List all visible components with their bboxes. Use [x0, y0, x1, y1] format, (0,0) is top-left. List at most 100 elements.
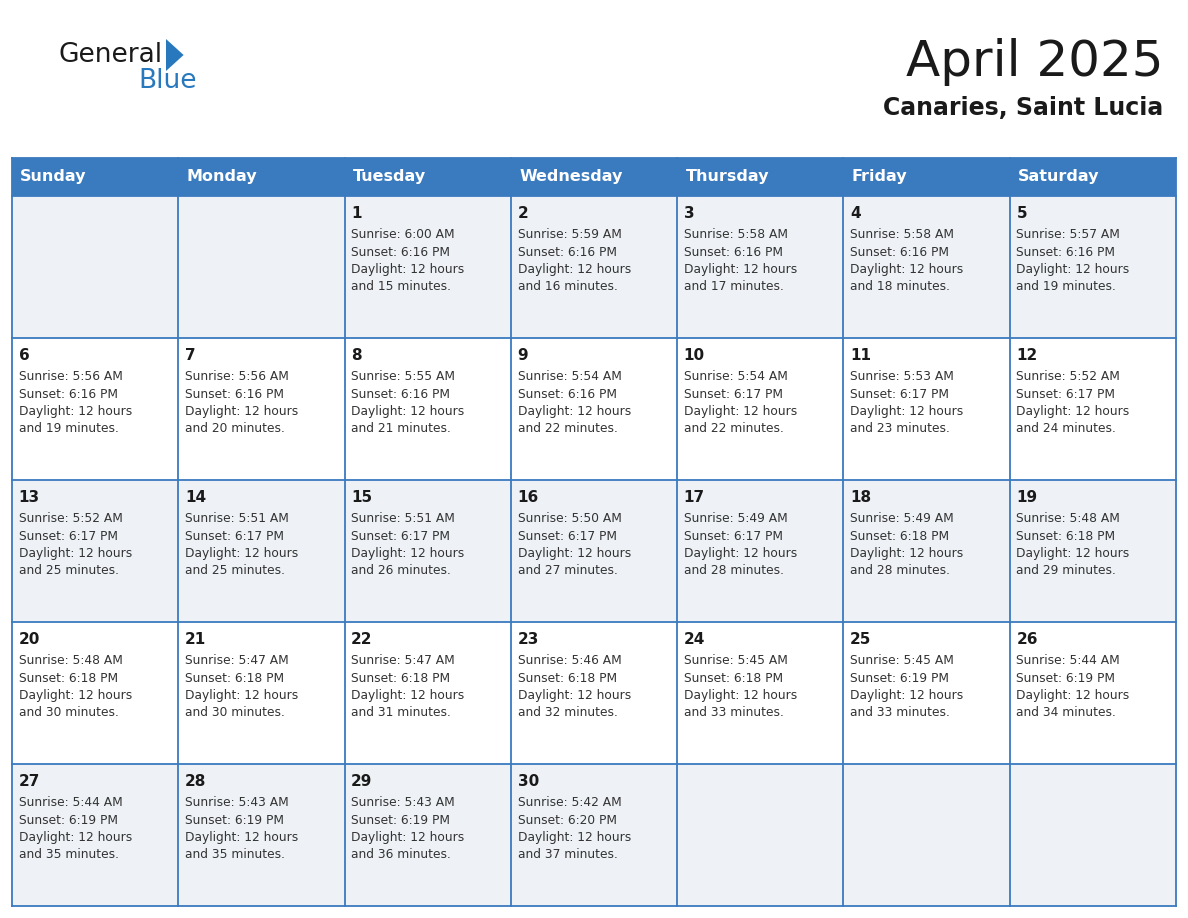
Text: 29: 29	[352, 774, 373, 789]
Text: 23: 23	[518, 632, 539, 647]
Text: and 19 minutes.: and 19 minutes.	[19, 422, 119, 435]
Text: Sunset: 6:19 PM: Sunset: 6:19 PM	[352, 813, 450, 826]
Bar	[345, 158, 511, 196]
Bar	[12, 196, 178, 338]
Text: 7: 7	[185, 348, 196, 363]
Text: Sunset: 6:18 PM: Sunset: 6:18 PM	[352, 671, 450, 685]
Text: and 27 minutes.: and 27 minutes.	[518, 565, 618, 577]
Text: and 34 minutes.: and 34 minutes.	[1017, 707, 1117, 720]
Text: and 30 minutes.: and 30 minutes.	[185, 707, 285, 720]
Text: Canaries, Saint Lucia: Canaries, Saint Lucia	[883, 96, 1163, 120]
Bar	[345, 338, 511, 480]
Text: Sunrise: 5:56 AM: Sunrise: 5:56 AM	[19, 370, 122, 383]
Text: 17: 17	[684, 490, 704, 505]
Text: and 25 minutes.: and 25 minutes.	[185, 565, 285, 577]
Text: Sunrise: 5:48 AM: Sunrise: 5:48 AM	[19, 654, 122, 667]
Text: Sunset: 6:16 PM: Sunset: 6:16 PM	[684, 245, 783, 259]
Text: Sunset: 6:16 PM: Sunset: 6:16 PM	[851, 245, 949, 259]
Text: Daylight: 12 hours: Daylight: 12 hours	[185, 831, 298, 844]
Text: Daylight: 12 hours: Daylight: 12 hours	[1017, 405, 1130, 418]
Text: Sunset: 6:16 PM: Sunset: 6:16 PM	[518, 245, 617, 259]
Text: Daylight: 12 hours: Daylight: 12 hours	[185, 405, 298, 418]
Text: Daylight: 12 hours: Daylight: 12 hours	[851, 689, 963, 702]
Text: and 28 minutes.: and 28 minutes.	[851, 565, 950, 577]
Text: 21: 21	[185, 632, 207, 647]
Text: and 18 minutes.: and 18 minutes.	[851, 281, 950, 294]
Text: Sunrise: 5:57 AM: Sunrise: 5:57 AM	[1017, 228, 1120, 241]
Text: Sunset: 6:18 PM: Sunset: 6:18 PM	[1017, 530, 1116, 543]
Bar	[1010, 158, 1176, 196]
Text: 30: 30	[518, 774, 539, 789]
Text: Sunset: 6:17 PM: Sunset: 6:17 PM	[518, 530, 617, 543]
Bar	[178, 338, 345, 480]
Text: Sunrise: 5:42 AM: Sunrise: 5:42 AM	[518, 796, 621, 809]
Text: Sunrise: 5:52 AM: Sunrise: 5:52 AM	[19, 512, 122, 525]
Text: Sunrise: 5:50 AM: Sunrise: 5:50 AM	[518, 512, 621, 525]
Text: Daylight: 12 hours: Daylight: 12 hours	[1017, 547, 1130, 560]
Text: Daylight: 12 hours: Daylight: 12 hours	[518, 831, 631, 844]
Text: Sunrise: 5:43 AM: Sunrise: 5:43 AM	[352, 796, 455, 809]
Bar	[843, 480, 1010, 622]
Text: Sunrise: 5:49 AM: Sunrise: 5:49 AM	[851, 512, 954, 525]
Bar	[677, 480, 843, 622]
Text: 20: 20	[19, 632, 40, 647]
Text: Wednesday: Wednesday	[519, 170, 623, 185]
Text: and 25 minutes.: and 25 minutes.	[19, 565, 119, 577]
Text: Sunset: 6:17 PM: Sunset: 6:17 PM	[684, 530, 783, 543]
Bar	[677, 158, 843, 196]
Text: and 33 minutes.: and 33 minutes.	[684, 707, 784, 720]
Bar	[677, 196, 843, 338]
Text: Sunrise: 5:58 AM: Sunrise: 5:58 AM	[851, 228, 954, 241]
Text: Sunrise: 5:45 AM: Sunrise: 5:45 AM	[851, 654, 954, 667]
Text: Daylight: 12 hours: Daylight: 12 hours	[1017, 689, 1130, 702]
Text: 27: 27	[19, 774, 40, 789]
Text: and 26 minutes.: and 26 minutes.	[352, 565, 451, 577]
Text: Daylight: 12 hours: Daylight: 12 hours	[19, 547, 132, 560]
Text: Sunset: 6:19 PM: Sunset: 6:19 PM	[851, 671, 949, 685]
Bar	[12, 158, 178, 196]
Text: Daylight: 12 hours: Daylight: 12 hours	[352, 405, 465, 418]
Text: and 36 minutes.: and 36 minutes.	[352, 848, 451, 861]
Text: Daylight: 12 hours: Daylight: 12 hours	[185, 547, 298, 560]
Text: Sunset: 6:18 PM: Sunset: 6:18 PM	[185, 671, 284, 685]
Text: 16: 16	[518, 490, 539, 505]
Text: Sunrise: 5:44 AM: Sunrise: 5:44 AM	[1017, 654, 1120, 667]
Text: Sunset: 6:18 PM: Sunset: 6:18 PM	[684, 671, 783, 685]
Text: Daylight: 12 hours: Daylight: 12 hours	[352, 263, 465, 276]
Text: 10: 10	[684, 348, 704, 363]
Bar	[1010, 764, 1176, 906]
Bar	[345, 480, 511, 622]
Text: Sunrise: 5:51 AM: Sunrise: 5:51 AM	[185, 512, 289, 525]
Bar	[1010, 196, 1176, 338]
Text: Sunrise: 5:46 AM: Sunrise: 5:46 AM	[518, 654, 621, 667]
Text: Sunset: 6:18 PM: Sunset: 6:18 PM	[518, 671, 617, 685]
Text: 9: 9	[518, 348, 529, 363]
Text: Daylight: 12 hours: Daylight: 12 hours	[851, 405, 963, 418]
Text: Daylight: 12 hours: Daylight: 12 hours	[352, 547, 465, 560]
Text: Sunrise: 5:54 AM: Sunrise: 5:54 AM	[518, 370, 621, 383]
Bar	[345, 196, 511, 338]
Text: Thursday: Thursday	[685, 170, 769, 185]
Text: and 20 minutes.: and 20 minutes.	[185, 422, 285, 435]
Text: 19: 19	[1017, 490, 1037, 505]
Text: Sunset: 6:16 PM: Sunset: 6:16 PM	[352, 387, 450, 400]
Text: Sunrise: 5:43 AM: Sunrise: 5:43 AM	[185, 796, 289, 809]
Bar	[843, 338, 1010, 480]
Text: and 23 minutes.: and 23 minutes.	[851, 422, 950, 435]
Text: Sunset: 6:17 PM: Sunset: 6:17 PM	[185, 530, 284, 543]
Text: and 30 minutes.: and 30 minutes.	[19, 707, 119, 720]
Bar	[178, 480, 345, 622]
Text: Sunrise: 5:55 AM: Sunrise: 5:55 AM	[352, 370, 455, 383]
Text: Daylight: 12 hours: Daylight: 12 hours	[684, 263, 797, 276]
Text: Daylight: 12 hours: Daylight: 12 hours	[518, 689, 631, 702]
Text: 24: 24	[684, 632, 706, 647]
Bar	[843, 764, 1010, 906]
Text: 15: 15	[352, 490, 372, 505]
Text: Sunrise: 6:00 AM: Sunrise: 6:00 AM	[352, 228, 455, 241]
Bar	[12, 764, 178, 906]
Text: Sunrise: 5:52 AM: Sunrise: 5:52 AM	[1017, 370, 1120, 383]
Text: Sunset: 6:18 PM: Sunset: 6:18 PM	[19, 671, 118, 685]
Text: and 22 minutes.: and 22 minutes.	[684, 422, 784, 435]
Text: Sunset: 6:16 PM: Sunset: 6:16 PM	[518, 387, 617, 400]
Bar	[12, 338, 178, 480]
